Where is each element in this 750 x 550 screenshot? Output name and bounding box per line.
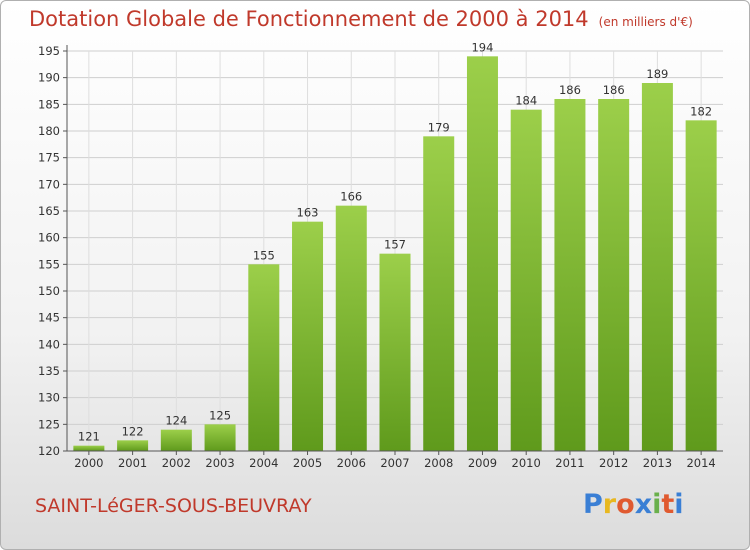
proxiti-logo: Proxiti — [583, 489, 684, 520]
bar — [554, 99, 586, 451]
y-tick-label: 185 — [38, 97, 60, 111]
y-tick-label: 195 — [38, 44, 60, 58]
y-tick-label: 160 — [38, 231, 60, 245]
x-tick-label: 2010 — [512, 456, 541, 470]
chart-unit: (en milliers d'€) — [598, 15, 693, 29]
commune-name: SAINT-LéGER-SOUS-BEUVRAY — [35, 495, 312, 517]
bar — [117, 440, 149, 451]
x-tick-label: 2002 — [162, 456, 191, 470]
y-tick-label: 170 — [38, 177, 60, 191]
chart-title: Dotation Globale de Fonctionnement de 20… — [29, 7, 589, 31]
bar — [160, 429, 192, 451]
data-label: 163 — [297, 206, 319, 220]
x-tick-label: 2006 — [337, 456, 366, 470]
bar — [248, 264, 280, 451]
x-tick-label: 2005 — [293, 456, 322, 470]
x-tick-label: 2001 — [118, 456, 147, 470]
data-labels: 121 122 124 125 155 163 166 157 179 194 184 186 186 1… — [78, 40, 712, 443]
data-label: 122 — [122, 424, 144, 438]
logo-letter: P — [583, 489, 603, 520]
data-label: 182 — [690, 104, 712, 118]
y-tick-label: 180 — [38, 124, 60, 138]
logo-letter: r — [602, 489, 617, 520]
axes: 120 125 130 135 140 145 150 155 160 165 170 175 180 1… — [38, 44, 723, 470]
data-label: 155 — [253, 248, 275, 262]
bar — [510, 109, 542, 452]
bar — [379, 253, 411, 451]
logo-letter: t — [661, 489, 675, 520]
data-label: 124 — [165, 414, 187, 428]
x-tick-label: 2012 — [599, 456, 628, 470]
bar — [292, 221, 324, 451]
bar — [73, 445, 105, 451]
logo-letter: i — [674, 489, 684, 520]
bar — [598, 99, 630, 451]
y-tick-label: 135 — [38, 364, 60, 378]
data-label: 179 — [428, 120, 450, 134]
bar — [685, 120, 717, 451]
data-label: 184 — [515, 94, 537, 108]
bar — [641, 83, 673, 451]
data-label: 121 — [78, 430, 100, 444]
bar — [423, 136, 455, 452]
y-tick-label: 190 — [38, 71, 60, 85]
y-tick-label: 175 — [38, 151, 60, 165]
bar — [466, 56, 498, 451]
bars — [73, 56, 717, 452]
y-tick-label: 130 — [38, 391, 60, 405]
x-tick-label: 2003 — [205, 456, 234, 470]
y-tick-label: 165 — [38, 204, 60, 218]
y-tick-label: 150 — [38, 284, 60, 298]
data-label: 186 — [603, 83, 625, 97]
y-tick-label: 120 — [38, 444, 60, 458]
data-label: 186 — [559, 83, 581, 97]
data-label: 125 — [209, 408, 231, 422]
x-tick-label: 2011 — [555, 456, 584, 470]
x-tick-label: 2000 — [74, 456, 103, 470]
x-tick-label: 2009 — [468, 456, 497, 470]
data-label: 157 — [384, 238, 406, 252]
x-tick-label: 2013 — [643, 456, 672, 470]
data-label: 194 — [471, 40, 493, 54]
data-label: 166 — [340, 190, 362, 204]
x-tick-label: 2008 — [424, 456, 453, 470]
x-tick-label: 2007 — [380, 456, 409, 470]
bar — [204, 424, 236, 451]
x-tick-label: 2004 — [249, 456, 278, 470]
y-tick-label: 140 — [38, 337, 60, 351]
y-tick-label: 155 — [38, 257, 60, 271]
chart-title-block: Dotation Globale de Fonctionnement de 20… — [29, 7, 693, 31]
bar — [335, 205, 367, 451]
y-tick-label: 125 — [38, 417, 60, 431]
x-tick-label: 2014 — [686, 456, 715, 470]
data-label: 189 — [646, 67, 668, 81]
logo-letter: i — [652, 489, 662, 520]
logo-letter: x — [634, 489, 653, 520]
y-tick-label: 145 — [38, 311, 60, 325]
logo-letter: o — [616, 489, 635, 520]
